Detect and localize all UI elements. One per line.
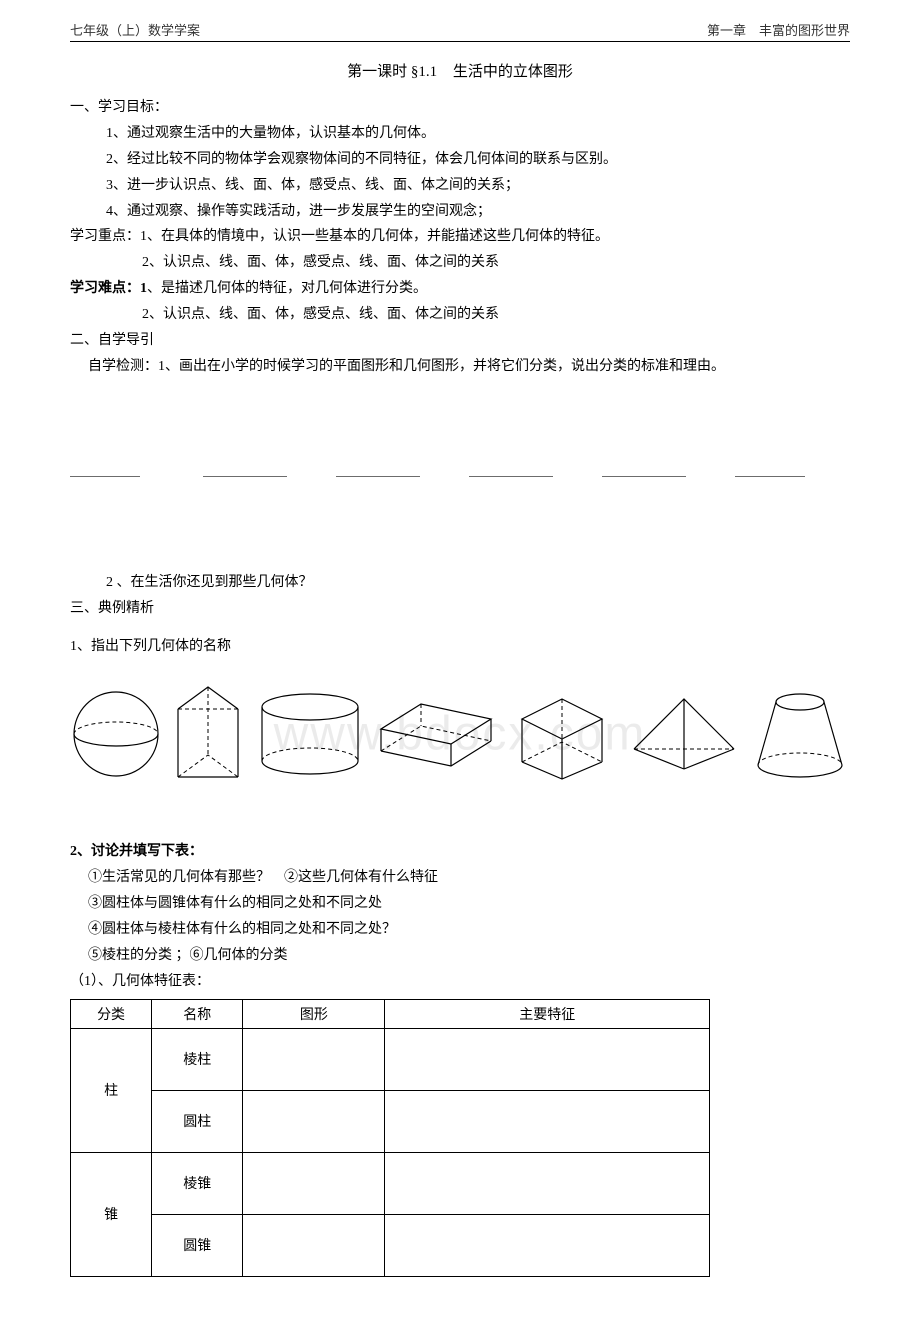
- cuboid-icon: [371, 689, 501, 779]
- page-header: 七年级（上）数学学案 第一章 丰富的图形世界: [70, 20, 850, 39]
- difficult-line-2: 2、认识点、线、面、体，感受点、线、面、体之间的关系: [70, 302, 850, 328]
- lesson-number: 第一课时: [347, 64, 407, 80]
- blank-line: ＿＿＿＿＿＿: [336, 460, 451, 480]
- focus-line-1: 学习重点：1、在具体的情境中，认识一些基本的几何体，并能描述这些几何体的特征。: [70, 224, 850, 250]
- q1: ①生活常见的几何体有那些？: [88, 870, 270, 885]
- table-row: 圆柱: [71, 1090, 710, 1152]
- objective-item: 1、通过观察生活中的大量物体，认识基本的几何体。: [70, 121, 850, 147]
- section-number: §1.1: [411, 64, 437, 81]
- objective-item: 4、通过观察、操作等实践活动，进一步发展学生的空间观念；: [70, 199, 850, 225]
- figure-cell: [243, 1152, 385, 1214]
- sphere-icon: [70, 684, 162, 784]
- th-feature: 主要特征: [385, 999, 710, 1028]
- frustum-icon: [750, 687, 850, 782]
- blank-line: ＿＿＿＿＿＿: [602, 460, 717, 480]
- blank-line: ＿＿＿＿＿: [735, 460, 850, 480]
- difficult-line-1: 学习难点：1、是描述几何体的特征，对几何体进行分类。: [70, 276, 850, 302]
- difficult-label: 学习难点：: [70, 281, 140, 296]
- name-cell: 圆锥: [152, 1214, 243, 1276]
- feature-cell: [385, 1152, 710, 1214]
- figure-cell: [243, 1028, 385, 1090]
- focus-text: 1、在具体的情境中，认识一些基本的几何体，并能描述这些几何体的特征。: [140, 229, 609, 244]
- exercise-1-heading: 1、指出下列几何体的名称: [70, 634, 850, 660]
- objective-item: 3、进一步认识点、线、面、体，感受点、线、面、体之间的关系；: [70, 173, 850, 199]
- table-header-row: 分类 名称 图形 主要特征: [71, 999, 710, 1028]
- cube-icon: [507, 684, 617, 784]
- difficult-text-1b: 、是描述几何体的特征，对几何体进行分类。: [147, 281, 427, 296]
- blank-line: ＿＿＿＿＿＿: [469, 460, 584, 480]
- feature-table: 分类 名称 图形 主要特征 柱 棱柱 圆柱 锥 棱锥 圆锥: [70, 999, 710, 1277]
- figure-cell: [243, 1090, 385, 1152]
- cylinder-icon: [255, 689, 365, 779]
- header-rule: [70, 41, 850, 42]
- discussion-q: ③圆柱体与圆锥体有什么的相同之处和不同之处: [70, 891, 850, 917]
- table-row: 锥 棱锥: [71, 1152, 710, 1214]
- q2: ②这些几何体有什么特征: [284, 870, 438, 885]
- name-cell: 棱锥: [152, 1152, 243, 1214]
- objectives-heading: 一、学习目标：: [70, 95, 850, 121]
- self-test-line: 自学检测：1、画出在小学的时候学习的平面图形和几何图形，并将它们分类，说出分类的…: [70, 354, 850, 380]
- table-row: 柱 棱柱: [71, 1028, 710, 1090]
- th-name: 名称: [152, 999, 243, 1028]
- table-row: 圆锥: [71, 1214, 710, 1276]
- self-study-heading: 二、自学导引: [70, 328, 850, 354]
- cat-cell: 柱: [71, 1028, 152, 1152]
- blank-lines-row: ＿＿＿＿＿ ＿＿＿＿＿＿ ＿＿＿＿＿＿ ＿＿＿＿＿＿ ＿＿＿＿＿＿ ＿＿＿＿＿: [70, 460, 850, 480]
- header-left: 七年级（上）数学学案: [70, 20, 200, 39]
- figure-cell: [243, 1214, 385, 1276]
- focus-line-2: 2、认识点、线、面、体，感受点、线、面、体之间的关系: [70, 250, 850, 276]
- section-name: 生活中的立体图形: [453, 60, 573, 81]
- self-test-label: 自学检测：: [88, 359, 158, 374]
- blank-line: ＿＿＿＿＿＿: [203, 460, 318, 480]
- feature-cell: [385, 1090, 710, 1152]
- name-cell: 棱柱: [152, 1028, 243, 1090]
- shapes-row: www.bdocx.com: [70, 679, 850, 789]
- discussion-q: ⑤棱柱的分类 ；⑥几何体的分类: [70, 943, 850, 969]
- discussion-q: ④圆柱体与棱柱体有什么的相同之处和不同之处？: [70, 917, 850, 943]
- th-figure: 图形: [243, 999, 385, 1028]
- self-test-1: 1、画出在小学的时候学习的平面图形和几何图形，并将它们分类，说出分类的标准和理由…: [158, 359, 725, 374]
- th-category: 分类: [71, 999, 152, 1028]
- feature-cell: [385, 1214, 710, 1276]
- table-caption: （1）、几何体特征表：: [70, 969, 850, 995]
- triangular-prism-icon: [168, 679, 248, 789]
- exercise-2-heading: 2、讨论并填写下表：: [70, 839, 850, 865]
- cat-cell: 锥: [71, 1152, 152, 1276]
- blank-line: ＿＿＿＿＿: [70, 460, 185, 480]
- difficult-text-1a: 1: [140, 281, 147, 296]
- lesson-title: 第一课时 §1.1 生活中的立体图形: [70, 60, 850, 81]
- header-right: 第一章 丰富的图形世界: [707, 20, 850, 39]
- name-cell: 圆柱: [152, 1090, 243, 1152]
- examples-heading: 三、典例精析: [70, 596, 850, 622]
- discussion-q: ①生活常见的几何体有那些？ ②这些几何体有什么特征: [70, 865, 850, 891]
- self-test-2: 2 、在生活你还见到那些几何体？: [70, 570, 850, 596]
- pyramid-icon: [624, 689, 744, 779]
- feature-cell: [385, 1028, 710, 1090]
- objective-item: 2、经过比较不同的物体学会观察物体间的不同特征，体会几何体间的联系与区别。: [70, 147, 850, 173]
- focus-label: 学习重点：: [70, 229, 140, 244]
